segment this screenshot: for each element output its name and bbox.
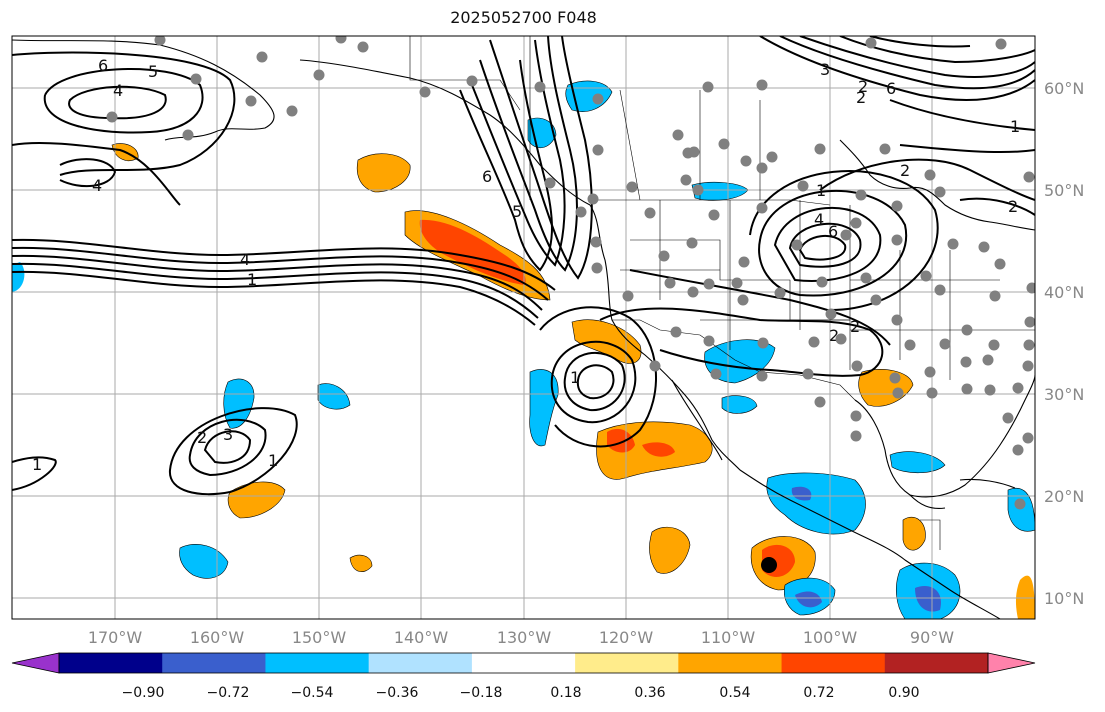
lon-label: 160°W: [190, 628, 245, 647]
lat-label: 20°N: [1044, 487, 1084, 506]
stations: [106, 36, 1035, 510]
lon-label: 120°W: [599, 628, 654, 647]
map-title: 2025052700 F048: [450, 8, 597, 27]
contour-label: 1: [570, 368, 580, 387]
contour-label: 1: [1010, 117, 1020, 136]
colorbar-extend-high: [987, 652, 1036, 674]
contour-label: 3: [820, 60, 830, 79]
negative-anomaly-gulf-mexico: [889, 451, 946, 474]
colorbar-tick: −0.36: [376, 685, 419, 701]
positive-anomaly-small-1: [349, 554, 373, 572]
colorbar: [11, 652, 1036, 674]
lon-label: 110°W: [701, 628, 756, 647]
colorbar-segment: [471, 653, 576, 673]
contour-label: 2: [856, 88, 866, 107]
colorbar-segment: [162, 653, 266, 673]
contour-label: 5: [512, 202, 522, 221]
positive-anomaly-central-pacific: [227, 481, 286, 519]
lat-label: 40°N: [1044, 283, 1084, 302]
contour-label: 1: [247, 270, 257, 289]
negative-anomaly-central-america: [766, 472, 866, 535]
colorbar-segment: [781, 653, 886, 673]
lat-label: 30°N: [1044, 385, 1084, 404]
contour-label: 4: [814, 210, 824, 229]
contour-label: 4: [240, 250, 250, 269]
lon-label: 140°W: [394, 628, 449, 647]
positive-anomaly-gulf-alaska: [356, 153, 411, 193]
colorbar-segment: [368, 653, 473, 673]
contour-label: 2: [900, 161, 910, 180]
contour-label: 3: [223, 425, 233, 444]
colorbar-border: [58, 652, 989, 674]
contour-label: 2: [197, 428, 207, 447]
lon-label: 150°W: [292, 628, 347, 647]
colorbar-tick: −0.18: [460, 685, 503, 701]
contour-label: 2: [829, 326, 839, 345]
positive-anomaly-east-edge: [1015, 575, 1035, 619]
contour-label-group: 6 5 4 4 4 1 6 5 2 3 2 6 1 2 2 6 4 2 2 1 …: [32, 56, 1020, 474]
negative-anomaly-west-edge: [12, 262, 25, 292]
colorbar-tick: 0.36: [634, 685, 665, 701]
strong-anomaly-baja-2: [642, 442, 675, 457]
negative-anomaly-caribbean: [1007, 487, 1035, 532]
colorbar-segment: [575, 653, 679, 673]
negative-anomaly-central-america-inner: [791, 486, 812, 501]
lon-label: 170°W: [88, 628, 143, 647]
positive-anomaly-caribbean: [902, 516, 926, 551]
positive-anomaly-california: [571, 319, 642, 364]
negative-anomaly-pacific-2: [317, 383, 351, 410]
contour-label: 2: [1008, 197, 1018, 216]
negative-anomaly-california-coast: [529, 369, 559, 447]
colorbar-segment: [59, 653, 163, 673]
colorbar-tick: −0.72: [207, 685, 250, 701]
colorbar-segment: [678, 653, 783, 673]
colorbar-tick: 0.90: [888, 685, 919, 701]
negative-anomaly-pacific-1: [223, 378, 255, 429]
cyclone-marker: [761, 557, 777, 573]
negative-anomaly-se-inner: [915, 586, 941, 612]
negative-anomaly-e-pacific-2-inner: [795, 591, 822, 608]
contour-label: 2: [858, 77, 868, 96]
coastlines: [12, 39, 1035, 619]
colorbar-tick: −0.90: [122, 685, 165, 701]
contour-label: 1: [32, 455, 42, 474]
contour-label: 6: [482, 167, 492, 186]
latitude-labels: 60°N 50°N 40°N 30°N 20°N 10°N: [1044, 79, 1084, 608]
strong-anomaly-baja: [607, 428, 635, 453]
contour-label: 6: [98, 56, 108, 75]
lon-label: 100°W: [803, 628, 858, 647]
longitude-labels: 170°W 160°W 150°W 140°W 130°W 120°W 110°…: [88, 628, 954, 647]
graticule: [12, 36, 1035, 619]
contour-label: 4: [113, 81, 123, 100]
colorbar-tick: 0.18: [550, 685, 581, 701]
lon-label: 130°W: [497, 628, 552, 647]
lat-label: 50°N: [1044, 181, 1084, 200]
contour-label: 4: [92, 176, 102, 195]
colorbar-tick: −0.54: [291, 685, 334, 701]
colorbar-tick: 0.72: [803, 685, 834, 701]
contour-label: 1: [268, 451, 278, 470]
colorbar-ticks: −0.90 −0.72 −0.54 −0.36 −0.18 0.18 0.36 …: [122, 685, 920, 701]
contour-label: 6: [886, 79, 896, 98]
negative-anomaly-pacific-3: [179, 544, 229, 579]
contour-label: 6: [828, 222, 838, 241]
map-frame: [11, 35, 1036, 620]
colorbar-segment: [265, 653, 370, 673]
strong-anomaly-ne-pacific: [419, 219, 526, 285]
lat-label: 10°N: [1044, 589, 1084, 608]
lon-label: 90°W: [910, 628, 954, 647]
colorbar-tick: 0.54: [719, 685, 750, 701]
positive-anomaly-e-pacific-1: [649, 526, 691, 574]
colorbar-extend-low: [11, 652, 60, 674]
contour-label: 5: [148, 62, 158, 81]
contour-label: 2: [850, 317, 860, 336]
contour-lines: [12, 36, 1035, 496]
contour-label: 1: [816, 181, 826, 200]
colorbar-segment: [884, 653, 989, 673]
lat-label: 60°N: [1044, 79, 1084, 98]
